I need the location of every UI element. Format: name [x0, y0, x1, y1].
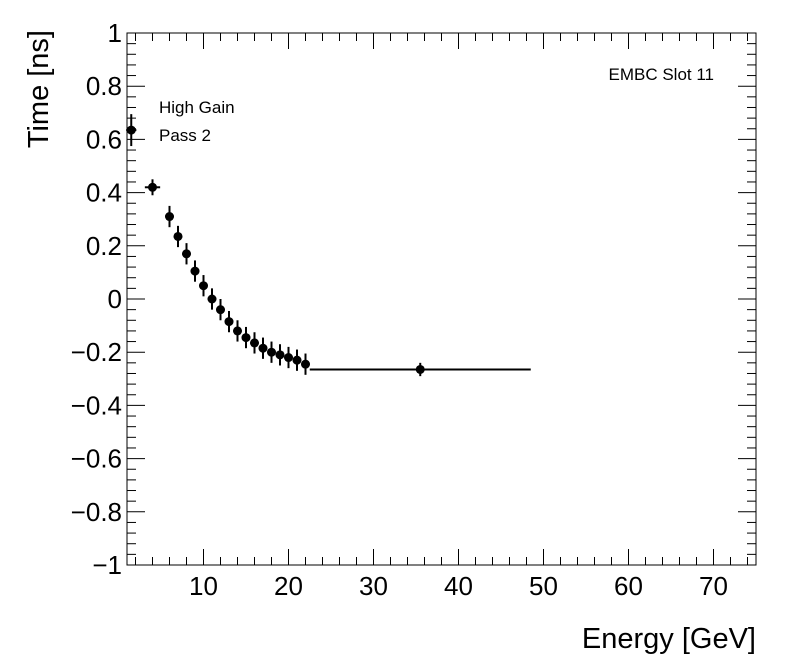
point-marker [233, 326, 242, 336]
point-marker [292, 355, 302, 365]
x-tick-label: 50 [529, 571, 558, 601]
data-point [144, 179, 161, 196]
point-marker [126, 125, 136, 135]
data-point [275, 344, 285, 366]
y-tick-labels: −1 −0.8 −0.6 −0.4 −0.2 0 0.2 0.4 0.6 0.8 1 [71, 18, 122, 580]
point-marker [284, 353, 293, 363]
x-axis-title: Energy [GeV] [582, 623, 756, 655]
data-points [126, 114, 531, 377]
y-tick-label: 0.4 [86, 178, 122, 208]
point-marker [241, 333, 251, 343]
point-marker [148, 182, 157, 192]
x-tick-label: 40 [444, 571, 473, 601]
axis-ticks [127, 32, 756, 566]
y-tick-label: 0.8 [86, 71, 122, 101]
data-point [301, 353, 310, 375]
point-marker [190, 266, 200, 276]
point-marker [216, 305, 225, 315]
y-tick-label: −0.8 [71, 497, 122, 527]
data-point [233, 320, 242, 342]
point-marker [199, 281, 208, 291]
legend-line-1: High Gain [159, 98, 235, 117]
plot-frame [126, 32, 757, 566]
y-tick-label: −0.4 [71, 390, 122, 420]
x-tick-label: 30 [359, 571, 388, 601]
data-point [250, 332, 259, 354]
y-tick-label: −0.6 [71, 444, 122, 474]
data-point [284, 346, 293, 369]
data-point [207, 288, 217, 310]
point-marker [415, 364, 425, 374]
x-tick-label: 70 [699, 571, 728, 601]
y-tick-label: −0.2 [71, 337, 122, 367]
point-marker [224, 317, 234, 327]
point-marker [165, 212, 174, 222]
legend-line-2: Pass 2 [159, 126, 211, 145]
data-point [309, 362, 531, 377]
data-point [182, 243, 191, 265]
data-point [126, 114, 137, 147]
x-tick-labels: 10 20 30 40 50 60 70 [189, 571, 728, 601]
point-marker [173, 231, 183, 241]
data-point [173, 225, 183, 248]
y-tick-label: 0.6 [86, 124, 122, 154]
y-tick-label: 0.2 [86, 231, 122, 261]
point-marker [301, 359, 310, 369]
x-tick-label: 60 [614, 571, 643, 601]
y-tick-label: 0 [108, 284, 122, 314]
data-point [292, 349, 302, 371]
data-point [190, 260, 200, 282]
data-point [165, 205, 174, 228]
point-marker [207, 294, 217, 304]
data-point [224, 310, 234, 333]
point-marker [250, 338, 259, 348]
point-marker [258, 343, 268, 353]
y-tick-label: −1 [92, 550, 122, 580]
y-axis-title: Time [ns] [23, 30, 55, 148]
data-point [241, 326, 251, 349]
data-point [199, 275, 208, 297]
data-point [258, 337, 268, 359]
x-tick-label: 10 [189, 571, 218, 601]
data-point [267, 341, 276, 363]
point-marker [275, 350, 285, 360]
point-marker [267, 347, 276, 357]
point-marker [182, 249, 191, 259]
data-point [216, 299, 225, 321]
y-tick-label: 1 [108, 18, 122, 48]
slot-label: EMBC Slot 11 [608, 65, 714, 84]
x-tick-label: 20 [274, 571, 303, 601]
